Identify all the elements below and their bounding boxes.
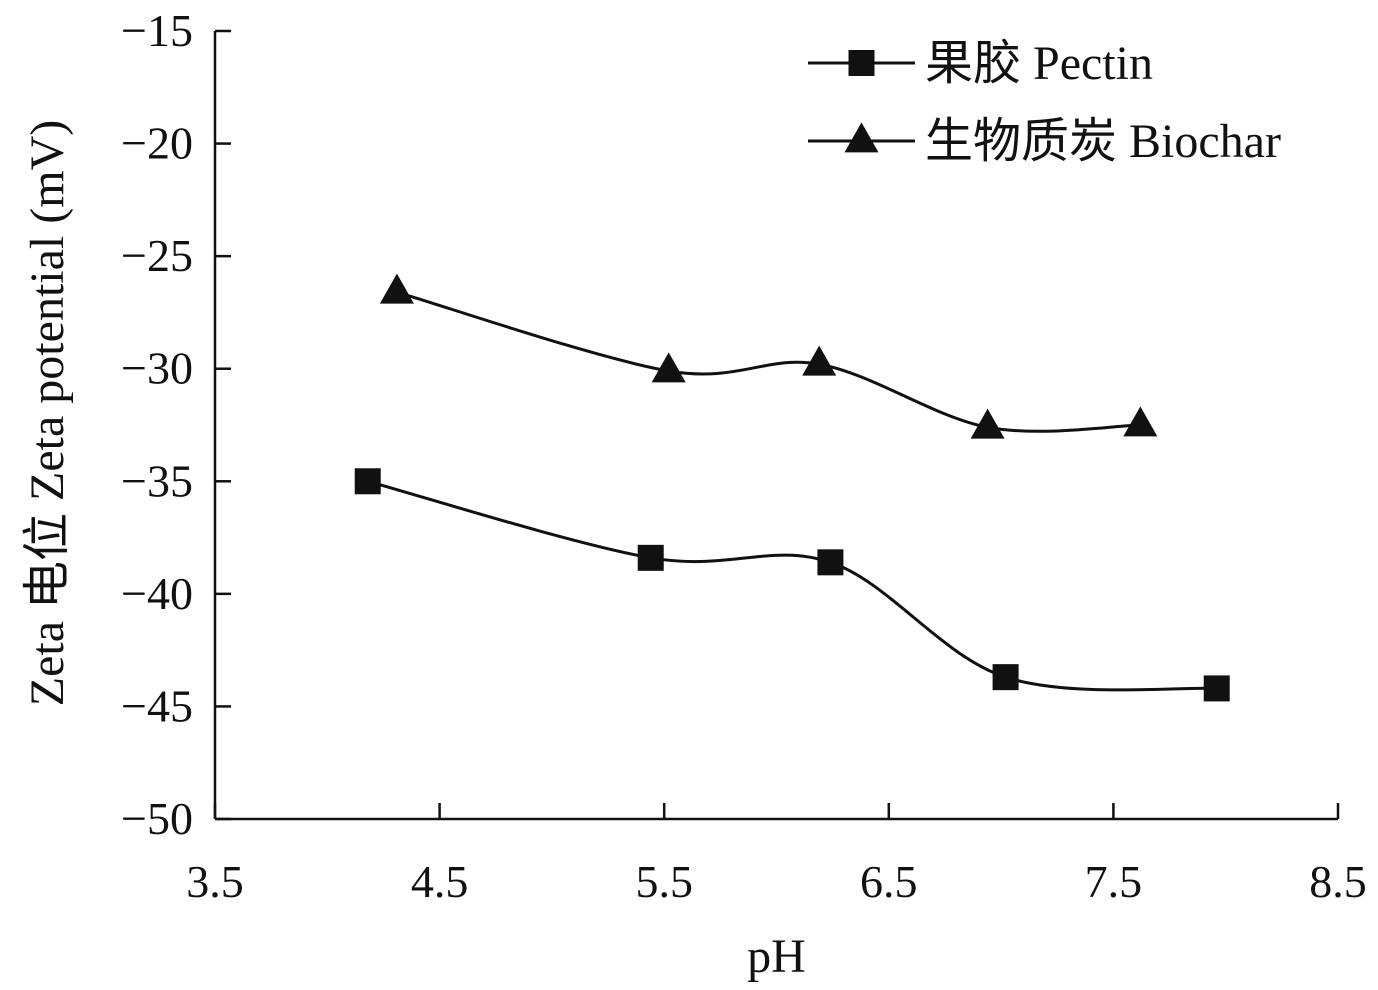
y-tick-label: −35 [121, 455, 193, 506]
y-tick-label: −25 [121, 230, 193, 281]
x-tick-label: 5.5 [635, 856, 693, 907]
y-tick-label: −20 [121, 118, 193, 169]
y-ticks: −15 −20 −25 −30 −35 −40 −45 −50 [121, 5, 231, 844]
series-line [367, 479, 1217, 692]
triangle-point [802, 345, 837, 376]
x-tick-label: 6.5 [860, 856, 918, 907]
y-tick-label: −15 [121, 5, 193, 56]
triangle-point [379, 273, 414, 304]
legend-item: 果胶 Pectin [808, 37, 1153, 90]
x-tick-label: 8.5 [1309, 856, 1367, 907]
legend-square-marker [848, 50, 875, 76]
square-point [1203, 675, 1230, 702]
legend-item: 生物质炭 Biochar [808, 115, 1281, 168]
x-ticks: 3.5 4.5 5.5 6.5 7.5 8.5 [186, 803, 1367, 907]
square-point [992, 664, 1019, 691]
series [354, 273, 1230, 702]
triangle-point [1123, 406, 1158, 437]
x-tick-label: 4.5 [411, 856, 469, 907]
y-tick-label: −30 [121, 343, 193, 394]
legend-label: 果胶 Pectin [925, 37, 1153, 90]
triangle-point [970, 408, 1005, 439]
square-point [817, 549, 844, 576]
square-point [354, 468, 381, 495]
series-line [396, 290, 1141, 433]
y-tick-label: −45 [121, 680, 193, 731]
y-axis-title: Zeta 电位 Zeta potential (mV) [21, 120, 74, 706]
triangle-point [651, 352, 686, 383]
legend-label: 生物质炭 Biochar [925, 115, 1281, 168]
x-tick-label: 3.5 [186, 856, 244, 907]
x-axis-title: pH [747, 930, 806, 983]
square-point [637, 544, 664, 571]
axes: −15 −20 −25 −30 −35 −40 −45 −50 3.5 4.5 5.5 6.5 7.5… [121, 5, 1367, 907]
x-tick-label: 7.5 [1085, 856, 1143, 907]
series-triangle [379, 273, 1158, 439]
legend-triangle-marker [844, 122, 879, 153]
legend: 果胶 Pectin 生物质炭 Biochar [808, 37, 1281, 168]
y-tick-label: −40 [121, 568, 193, 619]
series-square [354, 468, 1230, 702]
y-tick-label: −50 [121, 793, 193, 844]
